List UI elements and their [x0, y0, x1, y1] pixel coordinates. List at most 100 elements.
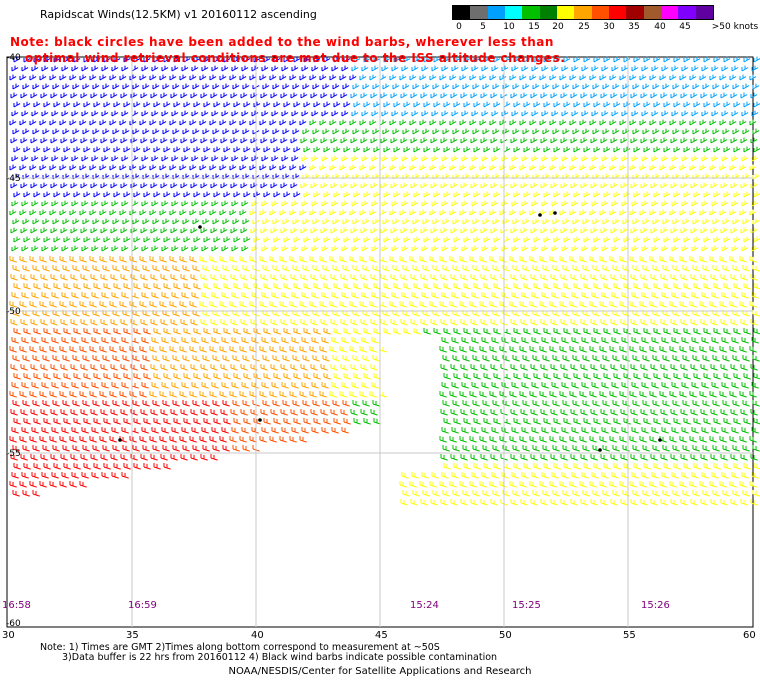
wind-barb [293, 56, 301, 63]
wind-barb [561, 65, 569, 72]
wind-barb [100, 227, 108, 234]
lat-tick-label: -55 [6, 449, 21, 459]
wind-barb [209, 74, 217, 81]
wind-barb [210, 137, 218, 144]
wind-barb [160, 182, 168, 189]
wind-barb [563, 101, 571, 108]
wind-barb [20, 137, 28, 144]
wind-barb [420, 182, 428, 189]
wind-barb [753, 328, 760, 335]
wind-barb [442, 218, 450, 225]
wind-barb [730, 92, 738, 99]
wind-barb [480, 137, 488, 144]
wind-barb [671, 65, 679, 72]
wind-barb [9, 209, 17, 216]
wind-barb [633, 191, 641, 198]
wind-barb [489, 74, 497, 81]
wind-barb [343, 191, 351, 198]
wind-barb [569, 119, 577, 126]
wind-barb [493, 101, 501, 108]
wind-barb [572, 128, 580, 135]
wind-barb [742, 218, 750, 225]
wind-barb [32, 83, 40, 90]
wind-barb [153, 236, 161, 243]
wind-barb [372, 218, 380, 225]
wind-barb [73, 191, 81, 198]
wind-barb [483, 191, 491, 198]
wind-barb [519, 74, 527, 81]
wind-barb [513, 101, 521, 108]
wind-barb [753, 283, 760, 290]
wind-barb [301, 65, 309, 72]
wind-barb [13, 56, 21, 63]
wind-barb [111, 110, 119, 117]
wind-barb [752, 173, 760, 180]
wind-barb [263, 56, 271, 63]
wind-barb [89, 74, 97, 81]
wind-barb [353, 101, 361, 108]
wind-barb [13, 191, 21, 198]
wind-barb [419, 164, 427, 171]
wind-barb [62, 128, 70, 135]
wind-barb [81, 245, 89, 252]
wind-barb [223, 101, 231, 108]
wind-barb [421, 155, 429, 162]
wind-barb [450, 227, 458, 234]
wind-barb [209, 119, 217, 126]
wind-barb [292, 83, 300, 90]
wind-barb [351, 245, 359, 252]
wind-barb [289, 119, 297, 126]
wind-barb [123, 146, 131, 153]
wind-barb [169, 164, 177, 171]
wind-barb [271, 245, 279, 252]
wind-barb [353, 146, 361, 153]
wind-barb [340, 182, 348, 189]
wind-barb [350, 227, 358, 234]
legend-swatch [678, 6, 696, 19]
wind-barb [742, 128, 750, 135]
wind-barb [199, 209, 207, 216]
wind-barb [322, 128, 330, 135]
wind-barb [599, 164, 607, 171]
wind-barb [21, 200, 29, 207]
wind-barb [143, 236, 151, 243]
wind-barb [509, 209, 517, 216]
wind-barb [360, 92, 368, 99]
wind-barb [431, 155, 439, 162]
wind-barb [751, 65, 759, 72]
wind-barb [322, 83, 330, 90]
wind-barb [602, 218, 610, 225]
wind-barb [749, 164, 757, 171]
wind-barb [211, 200, 219, 207]
wind-barb [221, 65, 229, 72]
wind-barb [682, 218, 690, 225]
wind-barb [601, 200, 609, 207]
wind-barb [229, 209, 237, 216]
wind-barb [363, 56, 371, 63]
wind-barb [232, 83, 240, 90]
wind-barb [413, 101, 421, 108]
wind-barb [21, 110, 29, 117]
wind-barb [422, 218, 430, 225]
wind-barb [693, 236, 701, 243]
wind-barb [129, 119, 137, 126]
wind-barb [523, 101, 531, 108]
wind-barb [53, 236, 61, 243]
wind-barb [683, 146, 691, 153]
wind-barb [752, 400, 760, 407]
wind-barb [279, 119, 287, 126]
wind-barb [129, 209, 137, 216]
wind-barb [72, 128, 80, 135]
wind-barb [33, 236, 41, 243]
wind-barb [530, 182, 538, 189]
wind-barb [599, 119, 607, 126]
wind-barb [172, 218, 180, 225]
wind-barb [630, 92, 638, 99]
wind-barb [463, 101, 471, 108]
wind-barb [452, 83, 460, 90]
wind-barb [681, 65, 689, 72]
wind-barb [563, 191, 571, 198]
wind-barb [631, 200, 639, 207]
wind-barb [652, 83, 660, 90]
